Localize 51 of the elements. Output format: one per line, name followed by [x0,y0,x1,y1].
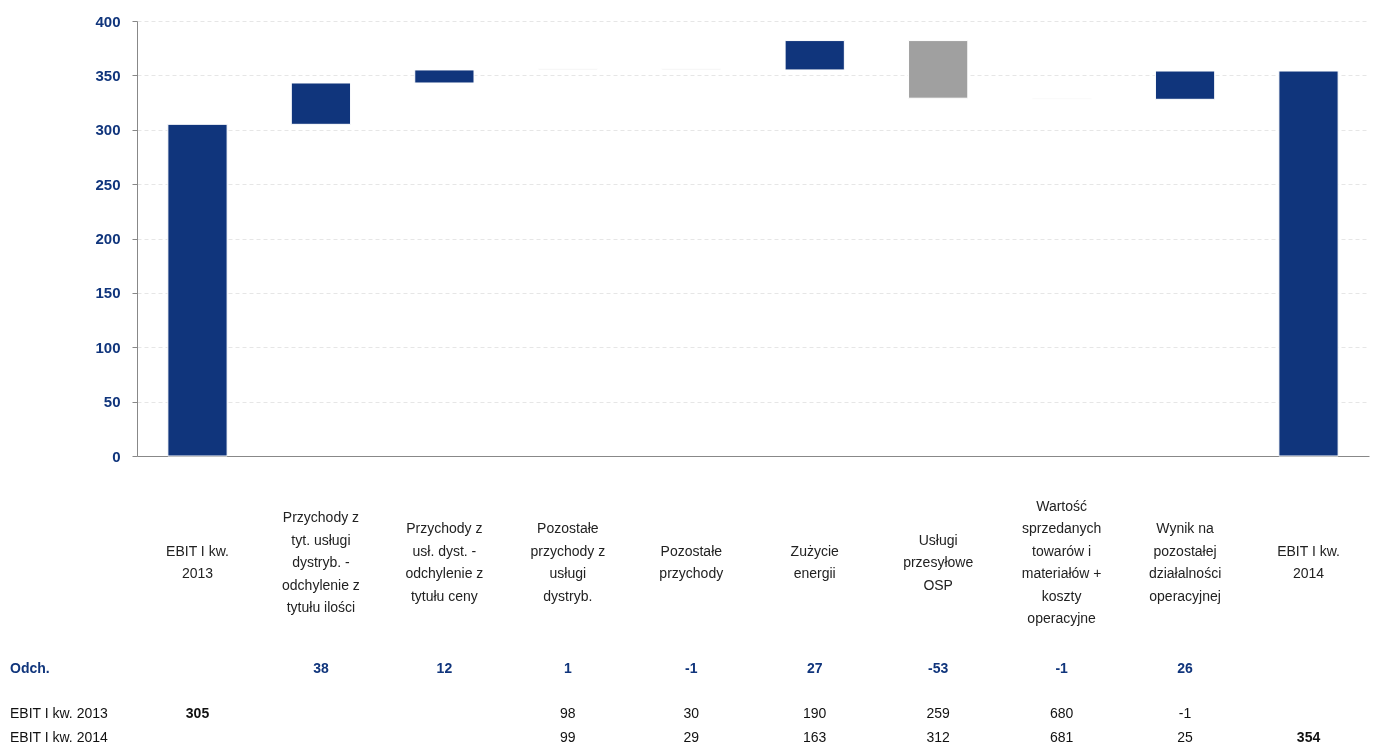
text: 354 [1296,729,1321,745]
text: 38 [313,660,329,676]
text: 312 [926,729,951,745]
y-tick-label: 200 [95,230,121,247]
y-tick-label: 100 [95,338,121,356]
x-tick-label: Przychody z tyt. usługi dystryb. - odchylenie z tytułu ilości [282,509,360,615]
x-tick-label: EBIT I kw. 2013 [166,542,229,582]
text: 163 [803,729,827,745]
text: -1 [1055,660,1069,676]
text: 25 [1177,729,1194,745]
x-tick-label: EBIT I kw. 2014 [1277,542,1340,582]
y-tick-label: 300 [95,121,121,139]
text: 27 [806,660,823,676]
text: 29 [683,729,700,745]
bar [784,40,845,71]
bar [414,69,475,84]
text: -53 [928,660,949,676]
text: 680 [1049,705,1074,721]
text: -1 [685,660,698,676]
y-tick-label: 0 [112,447,121,465]
text: 259 [926,705,951,721]
y-tick-label: 400 [95,12,121,30]
bar [908,40,969,99]
text: EBIT I kw. 2014 [10,729,109,745]
y-tick-label: 250 [95,175,121,193]
x-tick-label: Pozostałe przychody [659,542,724,582]
y-tick-label: 350 [95,66,121,84]
text: 26 [1177,660,1194,676]
text: Odch. [10,660,50,676]
text: 1 [563,660,572,676]
x-tick-label: Przychody z usł. dyst. - odchylenie z tytułu ceny [405,520,484,604]
x-tick-label: Pozostałe przychody z usługi dystryb. [530,520,606,604]
x-tick-label: Usługi przesyłowe OSP [903,531,974,593]
bar [290,82,352,125]
x-tick-label: Wynik na pozostałej działalności operacyjnej [1148,520,1222,604]
bar [167,123,228,457]
text: 12 [436,660,453,676]
bar [1154,70,1216,100]
text: 681 [1049,729,1074,745]
text: 30 [683,705,700,721]
y-tick-label: 50 [103,393,121,411]
text: 99 [560,729,576,745]
x-tick-label: Zużycie energii [790,542,840,582]
text: EBIT I kw. 2013 [10,705,109,721]
text: 305 [185,705,210,721]
y-tick-label: 150 [95,284,121,302]
text: 190 [803,705,827,721]
bar [1278,70,1339,457]
x-tick-label: Wartość sprzedanych towarów i materiałów + koszty operacyjne [1021,497,1102,627]
text: -1 [1178,705,1192,721]
text: 98 [560,705,576,721]
